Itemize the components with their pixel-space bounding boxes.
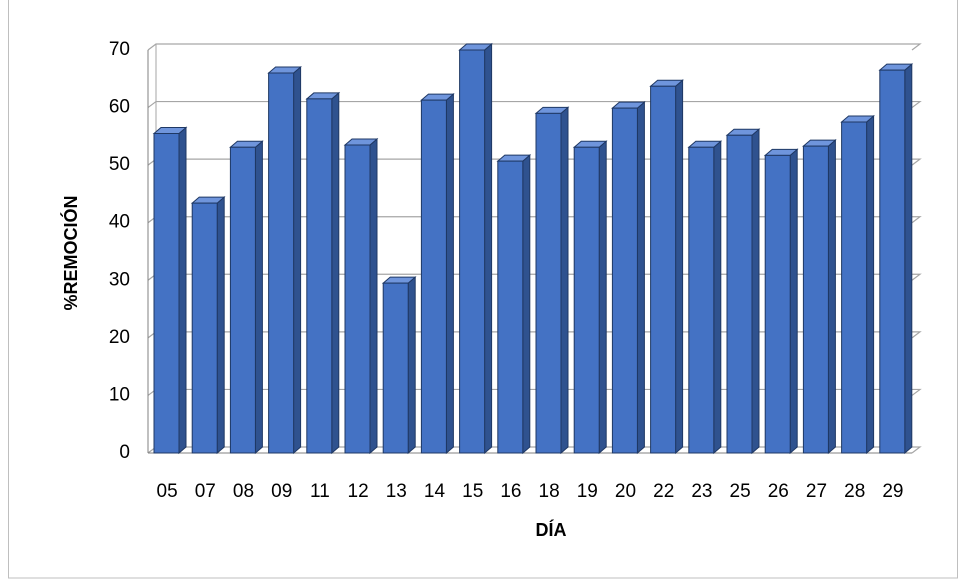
chart-border	[8, 0, 958, 579]
bar-face	[268, 72, 295, 454]
x-tick-label: 08	[233, 481, 254, 502]
bar-face	[178, 126, 187, 455]
x-tick-label: 12	[348, 481, 369, 502]
bar	[611, 101, 646, 455]
bar	[343, 137, 379, 455]
bar	[725, 128, 761, 455]
bar	[152, 126, 188, 455]
bar-face	[802, 145, 829, 454]
x-tick-label: 19	[577, 481, 598, 502]
bar-face	[459, 49, 486, 454]
bar-face	[789, 148, 798, 455]
grid-line	[147, 100, 922, 109]
y-tick-label: 0	[119, 442, 130, 463]
bar-face	[650, 85, 677, 454]
bar	[305, 91, 341, 455]
x-tick-label: 16	[500, 481, 521, 502]
bar	[420, 93, 455, 455]
bar-face	[331, 91, 340, 455]
bar-face	[598, 140, 607, 455]
y-axis-label: %REMOCIÓN	[60, 195, 81, 310]
x-axis-label: DÍA	[536, 519, 567, 540]
bar-face	[420, 99, 447, 454]
bar	[381, 276, 417, 455]
bar-face	[866, 114, 875, 455]
bar-face	[445, 93, 454, 455]
bar-face	[407, 276, 416, 455]
bar-face	[497, 160, 524, 454]
bar-face	[713, 140, 722, 455]
bar-face	[751, 128, 760, 455]
y-tick-label: 60	[109, 97, 130, 118]
bar-face	[191, 202, 218, 454]
x-tick-label: 09	[271, 481, 292, 502]
y-tick-label: 20	[109, 327, 130, 348]
bar	[878, 63, 914, 455]
bar	[534, 106, 570, 455]
bar-face	[254, 140, 263, 455]
bar	[229, 140, 264, 455]
y-tick-label: 30	[109, 269, 130, 290]
bar-face	[535, 112, 562, 454]
x-tick-label: 25	[730, 481, 751, 502]
y-tick-label: 50	[109, 154, 130, 175]
bar-face	[764, 154, 791, 454]
x-tick-label: 20	[615, 481, 636, 502]
bar-face	[904, 63, 913, 455]
bar-face	[841, 121, 868, 454]
bar	[763, 148, 799, 455]
bar-face	[688, 146, 715, 454]
x-tick-label: 27	[806, 481, 827, 502]
bar-face	[675, 79, 684, 455]
bar-face	[560, 106, 569, 455]
bar-face	[573, 146, 600, 454]
x-tick-label: 11	[310, 481, 330, 502]
bar-face	[382, 282, 409, 454]
bar	[190, 196, 226, 455]
bar-face	[611, 107, 638, 454]
bar-face	[153, 132, 180, 454]
bar-face	[229, 146, 256, 454]
bar	[802, 139, 837, 455]
x-tick-label: 26	[768, 481, 789, 502]
x-tick-label: 13	[386, 481, 407, 502]
bar-face	[216, 196, 225, 455]
bar	[572, 140, 608, 455]
bar-face	[369, 137, 378, 455]
x-tick-label: 07	[195, 481, 216, 502]
x-tick-label: 28	[844, 481, 865, 502]
y-tick-label: 10	[109, 384, 130, 405]
bar	[840, 114, 875, 455]
bar-face	[344, 144, 371, 454]
grid-line	[147, 43, 922, 51]
x-tick-label: 05	[157, 481, 178, 502]
bar	[496, 154, 532, 455]
bar	[267, 65, 302, 455]
bar	[687, 140, 723, 455]
bar-face	[522, 154, 531, 455]
bar-face	[726, 134, 753, 454]
bar-face	[636, 101, 645, 455]
y-tick-label: 40	[109, 212, 130, 233]
x-tick-label: 29	[882, 481, 903, 502]
bar-face	[484, 42, 493, 455]
bar-face	[827, 139, 836, 455]
bar	[649, 79, 684, 455]
x-tick-label: 18	[539, 481, 560, 502]
bar-face	[879, 69, 906, 454]
x-tick-label: 22	[653, 481, 674, 502]
x-tick-label: 14	[424, 481, 446, 502]
bar-face	[293, 65, 302, 455]
bar-face	[306, 98, 333, 454]
x-tick-label: 23	[691, 481, 712, 502]
bar	[458, 42, 493, 455]
x-tick-label: 15	[462, 481, 483, 502]
y-tick-label: 70	[109, 39, 130, 60]
